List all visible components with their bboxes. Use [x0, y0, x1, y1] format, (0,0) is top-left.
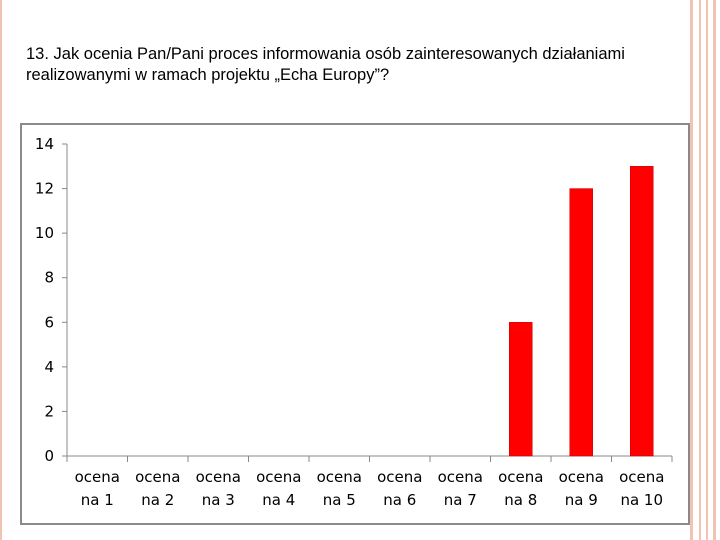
x-category-label-line1: ocena	[196, 468, 241, 486]
x-category-label-line1: ocena	[256, 468, 301, 486]
x-category-label-line2: na 9	[565, 491, 598, 509]
x-category-label-line2: na 2	[141, 491, 174, 509]
y-tick-label: 12	[35, 180, 54, 198]
x-category-label-line1: ocena	[559, 468, 604, 486]
decor-line-right-3	[706, 0, 708, 540]
x-category-label-line2: na 3	[202, 491, 235, 509]
x-category-label-line2: na 1	[81, 491, 114, 509]
x-category-label-line2: na 4	[262, 491, 295, 509]
x-category-label-line1: ocena	[75, 468, 120, 486]
x-category-label-line1: ocena	[438, 468, 483, 486]
y-tick-label: 4	[44, 358, 54, 376]
y-tick-label: 8	[44, 269, 54, 287]
decor-line-right-1	[690, 0, 693, 540]
x-category-label-line2: na 8	[504, 491, 537, 509]
y-tick-label: 10	[35, 224, 54, 242]
question-line-1: 13. Jak ocenia Pan/Pani proces informowa…	[26, 45, 625, 63]
x-category-label-line2: na 6	[383, 491, 416, 509]
bar	[630, 166, 654, 457]
y-tick-label: 2	[44, 402, 54, 420]
decor-line-right-2	[699, 0, 701, 540]
decor-line-right-4	[713, 0, 716, 540]
decor-line-left	[0, 0, 2, 540]
bar	[509, 322, 533, 457]
x-category-label-line1: ocena	[377, 468, 422, 486]
y-tick-label: 6	[44, 313, 54, 331]
y-tick-label: 0	[44, 447, 54, 465]
y-tick-label: 14	[35, 135, 54, 153]
x-category-label-line1: ocena	[317, 468, 362, 486]
x-category-label-line2: na 10	[620, 491, 663, 509]
x-category-label-line2: na 7	[444, 491, 477, 509]
x-category-label-line1: ocena	[498, 468, 543, 486]
chart-frame: 0 2 4 6 8 10 12 14 ocena na 1 ocena na 2 ocena na 3 oc…	[20, 123, 690, 525]
question-line-2: realizowanymi w ramach projektu „Echa Eu…	[26, 66, 390, 84]
bar	[569, 188, 593, 457]
x-category-label-line2: na 5	[323, 491, 356, 509]
bar-chart: 0 2 4 6 8 10 12 14 ocena na 1 ocena na 2 ocena na 3 oc…	[35, 135, 673, 509]
x-category-label-line1: ocena	[135, 468, 180, 486]
x-category-label-line1: ocena	[619, 468, 664, 486]
question-text: 13. Jak ocenia Pan/Pani proces informowa…	[26, 44, 686, 86]
